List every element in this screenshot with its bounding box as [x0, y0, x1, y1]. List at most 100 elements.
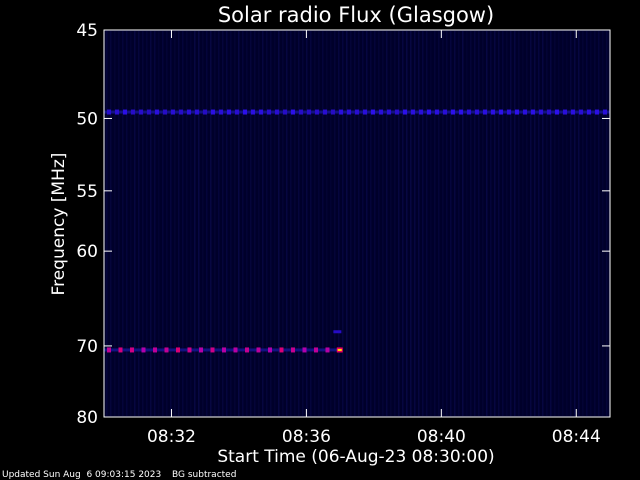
noise-stripe	[398, 31, 400, 416]
band-70.5-segment-mark	[141, 347, 146, 353]
band-70.5-segment-mark	[302, 347, 307, 353]
band-50-segment-mark	[179, 109, 183, 115]
band-50-segment-mark	[531, 109, 535, 115]
band-50-segment-mark	[411, 109, 415, 115]
noise-stripe	[330, 31, 332, 416]
noise-stripe	[502, 31, 504, 416]
noise-stripe	[186, 31, 188, 416]
band-50-segment-mark	[427, 109, 431, 115]
band-50-segment-mark	[403, 109, 407, 115]
band-50-segment-mark	[595, 109, 599, 115]
y-tick-label: 80	[76, 408, 98, 428]
noise-stripe	[310, 31, 312, 416]
noise-stripe	[406, 31, 408, 416]
chart-title: Solar radio Flux (Glasgow)	[218, 3, 494, 27]
noise-stripe	[162, 31, 164, 416]
band-50-segment-mark	[187, 109, 191, 115]
noise-stripe	[390, 31, 392, 416]
noise-stripe	[374, 31, 376, 416]
band-50-segment-mark	[307, 109, 311, 115]
band-70.5-segment-mark	[256, 347, 261, 353]
x-tick-label: 08:40	[417, 427, 466, 447]
band-50-segment-mark	[467, 109, 471, 115]
band-50-segment-mark	[387, 109, 391, 115]
x-tick-label: 08:44	[552, 427, 601, 447]
noise-stripe	[454, 31, 456, 416]
y-tick-label: 50	[76, 109, 98, 129]
noise-stripe	[462, 31, 464, 416]
noise-stripe	[550, 31, 552, 416]
band-50-segment-mark	[155, 109, 159, 115]
band-50-segment-mark	[483, 109, 487, 115]
band-70.5-segment-mark	[325, 347, 330, 353]
noise-stripe	[306, 31, 308, 416]
noise-stripe	[190, 31, 192, 416]
plot-area	[104, 30, 610, 417]
noise-stripe	[194, 31, 196, 416]
noise-stripe	[150, 31, 152, 416]
band-70.5-segment-mark	[245, 347, 249, 353]
band-50-segment-mark	[523, 109, 527, 115]
noise-stripe	[498, 31, 500, 416]
noise-stripe	[526, 31, 528, 416]
band-50-segment-mark	[131, 109, 135, 115]
band-50-segment-mark	[459, 109, 463, 115]
noise-stripe	[118, 31, 120, 416]
band-50-segment-mark	[251, 109, 255, 115]
band-50-segment-mark	[195, 109, 199, 115]
band-50-segment-mark	[555, 109, 559, 115]
x-tick-label: 08:32	[147, 427, 196, 447]
band-50-segment-mark	[147, 109, 151, 115]
noise-stripe	[394, 31, 396, 416]
noise-stripe	[262, 31, 264, 416]
band-50-segment-mark	[139, 109, 143, 115]
noise-stripe	[438, 31, 440, 416]
noise-stripe	[350, 31, 352, 416]
noise-stripe	[126, 31, 128, 416]
band-50-segment-mark	[235, 109, 239, 115]
noise-stripe	[534, 31, 536, 416]
band-50-segment-mark	[267, 109, 271, 115]
band-50-segment-mark	[339, 109, 343, 115]
noise-stripe	[122, 31, 124, 416]
x-axis-label: Start Time (06-Aug-23 08:30:00)	[217, 447, 494, 467]
noise-stripe	[510, 31, 512, 416]
noise-stripe	[586, 31, 588, 416]
noise-stripe	[182, 31, 184, 416]
band-70.5-segment-mark	[279, 347, 284, 353]
noise-stripe	[378, 31, 380, 416]
noise-stripe	[602, 31, 604, 416]
band-50-segment-mark	[475, 109, 479, 115]
noise-stripe	[562, 31, 564, 416]
noise-stripe	[294, 31, 296, 416]
noise-stripe	[154, 31, 156, 416]
noise-stripe	[158, 31, 160, 416]
band-50-segment-mark	[395, 109, 399, 115]
noise-stripe	[146, 31, 148, 416]
noise-stripe	[594, 31, 596, 416]
noise-stripe	[246, 31, 248, 416]
band-70.5-segment-mark	[176, 347, 180, 353]
noise-stripe	[238, 31, 240, 416]
band-70.5-segment-mark	[199, 347, 203, 353]
noise-stripe	[470, 31, 472, 416]
band-50-segment-mark	[323, 109, 327, 115]
noise-stripe	[106, 31, 108, 416]
noise-stripe	[286, 31, 288, 416]
band-50-segment-mark	[571, 109, 575, 115]
band-50-segment-mark	[331, 109, 335, 115]
band-50-segment-mark	[563, 109, 567, 115]
noise-stripe	[258, 31, 260, 416]
noise-stripe	[302, 31, 304, 416]
noise-stripe	[170, 31, 172, 416]
noise-stripe	[410, 31, 412, 416]
noise-stripe	[558, 31, 560, 416]
noise-stripe	[266, 31, 268, 416]
noise-stripe	[134, 31, 136, 416]
burst-core-mark	[337, 348, 342, 351]
y-tick-label: 60	[76, 242, 98, 262]
noise-stripe	[270, 31, 272, 416]
band-50-segment-mark	[491, 109, 495, 115]
noise-stripe	[198, 31, 200, 416]
